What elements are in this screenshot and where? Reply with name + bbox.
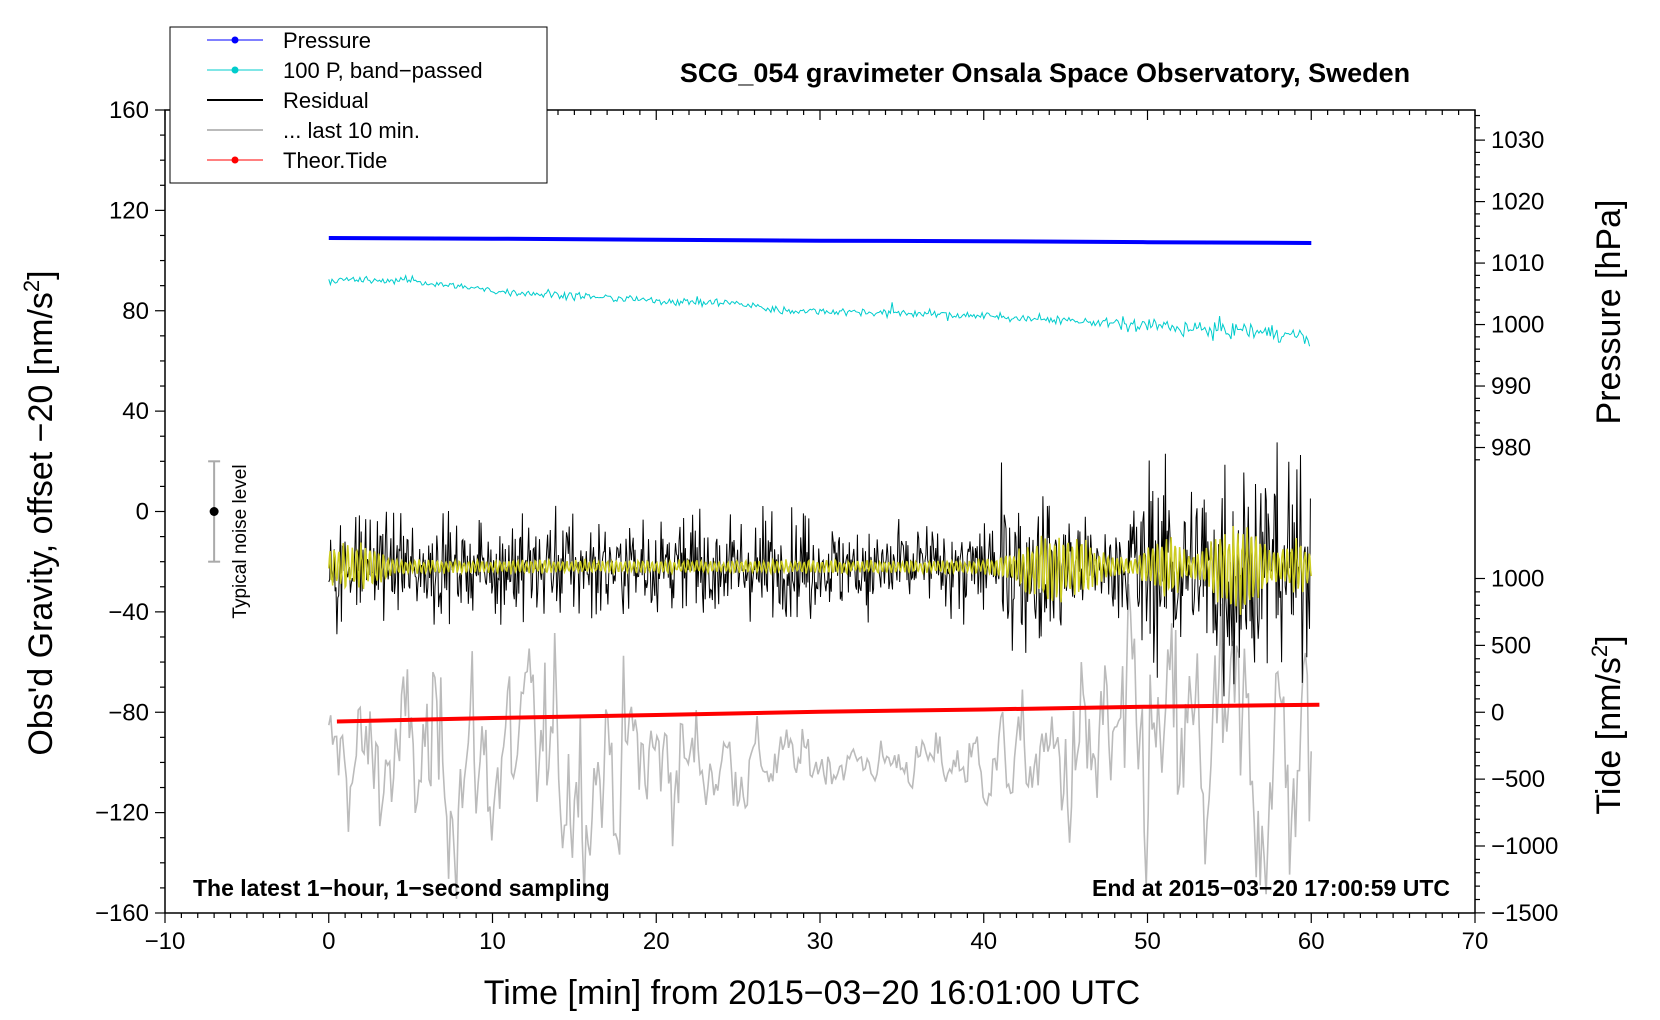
tide-tick-label: −1000 [1491,833,1558,860]
tide-tick-label: −1500 [1491,900,1558,927]
noise-bar-label: Typical noise level [230,464,251,618]
legend-label: Residual [283,88,369,113]
pressure-tick-label: 1000 [1491,312,1544,339]
x-tick-label: 10 [479,928,506,955]
pressure-tick-label: 980 [1491,435,1531,462]
y-tick-label: 0 [136,499,149,526]
tide-tick-label: 500 [1491,632,1531,659]
x-axis-ticks: −10 0 10 20 30 40 50 60 70 [145,110,1489,955]
tide-axis-ticks: 1000 500 0 −500 −1000 −1500 [1475,566,1558,927]
x-tick-label: −10 [145,928,186,955]
x-tick-label: 70 [1462,928,1489,955]
legend-box [169,26,548,184]
x-tick-label: 30 [807,928,834,955]
tide-tick-label: −500 [1491,766,1545,793]
y-axis-label: Obs'd Gravity, offset −20 [nm/s2] [19,270,60,755]
y-axis-ticks: 160 120 80 40 0 −40 −80 −120 −160 [95,97,165,927]
legend-marker [231,156,239,164]
legend: Pressure 100 P, band−passed Residual ... la… [169,26,548,184]
chart-title: SCG_054 gravimeter Onsala Space Observat… [680,58,1410,88]
series-last-10-min [328,584,1312,899]
pressure-tick-label: 1030 [1491,127,1544,154]
pressure-tick-label: 990 [1491,373,1531,400]
legend-label: 100 P, band−passed [283,58,483,83]
legend-label: ... last 10 min. [283,118,420,143]
x-tick-label: 50 [1134,928,1161,955]
y-tick-label: 40 [122,398,149,425]
tide-tick-label: 1000 [1491,566,1544,593]
tide-axis-label: Tide [nm/s2] [1587,635,1628,814]
annotation-end-time: End at 2015−03−20 17:00:59 UTC [1092,875,1450,901]
pressure-axis-ticks: 1030 1020 1010 1000 990 980 [1475,114,1544,462]
x-axis-label: Time [min] from 2015−03−20 16:01:00 UTC [484,974,1140,1012]
pressure-tick-label: 1010 [1491,250,1544,277]
legend-marker [231,66,239,74]
annotation-latest-hour: The latest 1−hour, 1−second sampling [193,875,610,901]
x-tick-label: 20 [643,928,670,955]
y-tick-label: 160 [109,97,149,124]
y-tick-label: −120 [95,800,149,827]
series-residual [328,442,1311,697]
series-layer [328,236,1320,899]
series-theor-tide [336,702,1320,724]
y-tick-label: −80 [108,699,149,726]
x-tick-label: 60 [1298,928,1325,955]
series-group [328,236,1320,899]
legend-label: Pressure [283,28,371,53]
noise-bar-dot [209,507,219,516]
series-pressure [328,236,1312,245]
y-tick-label: −40 [108,599,149,626]
legend-marker [231,36,239,44]
noise-level-bar: Typical noise level [208,460,251,619]
legend-label: Theor.Tide [283,148,387,173]
y-tick-label: 120 [109,197,149,224]
x-tick-label: 40 [970,928,997,955]
plot-area [164,109,1476,914]
y-tick-label: −160 [95,900,149,927]
pressure-axis-label: Pressure [hPa] [1590,200,1628,425]
tide-tick-label: 0 [1491,699,1504,726]
pressure-tick-label: 1020 [1491,189,1544,216]
y-tick-label: 80 [122,298,149,325]
series-residual-filtered [328,525,1312,615]
series-band-passed-pressure [328,274,1311,347]
x-tick-label: 0 [322,928,335,955]
